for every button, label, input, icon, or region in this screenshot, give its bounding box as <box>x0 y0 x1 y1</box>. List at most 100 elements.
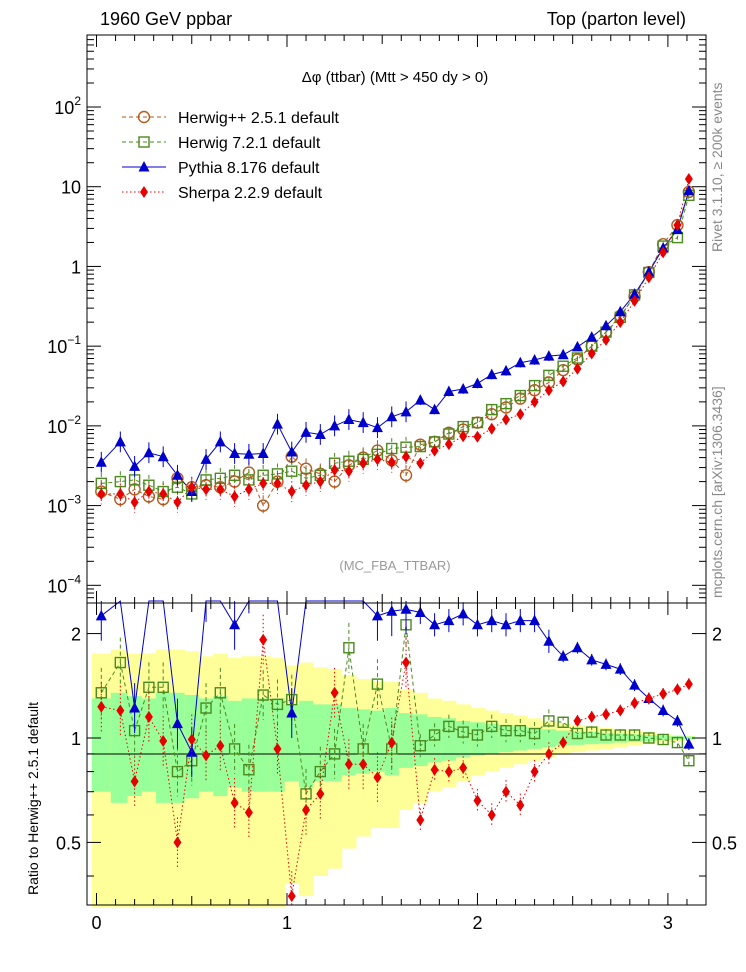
x-tick-label: 3 <box>663 913 673 933</box>
main-y-tick-label: 10 <box>61 178 81 198</box>
data-point <box>343 413 355 425</box>
main-y-axis: 102 10 1 10−1 10−2 10−3 10−4 <box>47 34 706 604</box>
ratio-point <box>343 642 355 654</box>
ratio-point <box>557 650 569 661</box>
legend-marker <box>138 161 150 172</box>
data-point <box>471 377 483 389</box>
data-point <box>673 219 682 232</box>
x-tick-label: 2 <box>472 913 482 933</box>
ratio-point <box>428 729 441 741</box>
ratio-point <box>629 679 641 690</box>
ratio-point <box>514 724 526 737</box>
header-process: Top (parton level) <box>547 9 686 29</box>
ratio-point <box>286 707 298 718</box>
x-tick-label: 1 <box>282 913 292 933</box>
ratio-point <box>528 727 541 740</box>
data-point <box>629 288 641 299</box>
data-point <box>557 348 569 360</box>
data-point <box>586 331 598 342</box>
ratio-point <box>530 765 539 778</box>
data-point <box>528 379 541 392</box>
data-point <box>259 477 268 490</box>
data-point <box>287 485 296 498</box>
ratio-point <box>671 714 683 726</box>
ratio-point <box>586 653 598 665</box>
ratio-point <box>144 710 153 723</box>
data-point <box>171 469 183 480</box>
data-point <box>300 426 312 437</box>
ratio-point <box>614 729 626 741</box>
data-point <box>200 453 212 464</box>
data-point <box>400 405 412 417</box>
ratio-point <box>328 748 341 760</box>
main-y-tick-label: 10−4 <box>47 572 81 596</box>
data-point <box>387 456 396 469</box>
data-point <box>173 496 182 509</box>
ratio-point <box>529 614 541 626</box>
data-point <box>630 294 639 307</box>
data-point <box>571 340 583 352</box>
ratio-point <box>671 736 684 749</box>
ratio-point <box>243 764 255 776</box>
ratio-y-axis: 2 2 1 1 0.5 0.5 <box>56 625 737 877</box>
ratio-point <box>657 733 669 746</box>
inner-uncertainty-band <box>456 720 471 758</box>
data-point <box>644 271 653 284</box>
data-point <box>600 319 612 331</box>
data-point <box>559 375 568 388</box>
analysis-watermark: (MC_FBA_TTBAR) <box>339 558 450 573</box>
ratio-point <box>171 765 184 778</box>
data-point <box>256 499 270 512</box>
ratio-point <box>402 656 411 669</box>
inner-uncertainty-band <box>513 726 528 751</box>
inner-uncertainty-band <box>256 698 271 792</box>
ratio-point <box>630 697 639 710</box>
ratio-point <box>657 704 669 716</box>
data-point <box>299 462 313 475</box>
ratio-point <box>95 609 107 621</box>
data-point <box>414 394 426 405</box>
data-point <box>229 447 241 459</box>
data-point <box>399 469 413 482</box>
ratio-point <box>287 890 296 903</box>
main-y-tick-label: 1 <box>71 257 81 277</box>
ratio-point <box>557 716 569 728</box>
ratio-y-tick-label-left: 1 <box>71 729 81 749</box>
ratio-y-tick-label-right: 0.5 <box>712 833 737 853</box>
ratio-point <box>200 702 212 714</box>
data-point <box>228 469 241 481</box>
data-point <box>529 354 541 365</box>
ratio-point <box>614 663 626 674</box>
series-line-0 <box>101 191 690 507</box>
data-point <box>557 360 569 372</box>
data-point <box>286 446 298 457</box>
ratio-point <box>416 814 425 827</box>
data-point <box>130 496 139 509</box>
data-point <box>487 422 496 435</box>
main-y-tick-label: 10−3 <box>47 493 81 517</box>
data-point <box>602 333 611 346</box>
ratio-point <box>514 614 526 626</box>
ratio-point <box>684 678 693 691</box>
data-point <box>414 440 427 453</box>
main-y-tick-label: 10−1 <box>47 333 81 357</box>
ratio-point <box>387 736 396 749</box>
ratio-point <box>373 771 382 784</box>
data-point <box>216 483 225 496</box>
data-point <box>244 483 253 496</box>
rivet-version-label: Rivet 3.1.10, ≥ 200k events <box>709 82 725 252</box>
data-point <box>114 435 126 447</box>
data-point <box>243 448 255 459</box>
ratio-y-tick-label-right: 1 <box>712 729 722 749</box>
ratio-point <box>559 736 568 749</box>
data-point <box>457 383 469 394</box>
legend-marker <box>140 186 148 198</box>
data-point <box>129 460 141 471</box>
ratio-point <box>130 775 139 788</box>
ratio-point <box>457 726 469 738</box>
data-point <box>371 421 383 433</box>
data-point <box>587 347 596 360</box>
legend-marker <box>137 110 151 124</box>
ratio-point <box>571 727 584 740</box>
